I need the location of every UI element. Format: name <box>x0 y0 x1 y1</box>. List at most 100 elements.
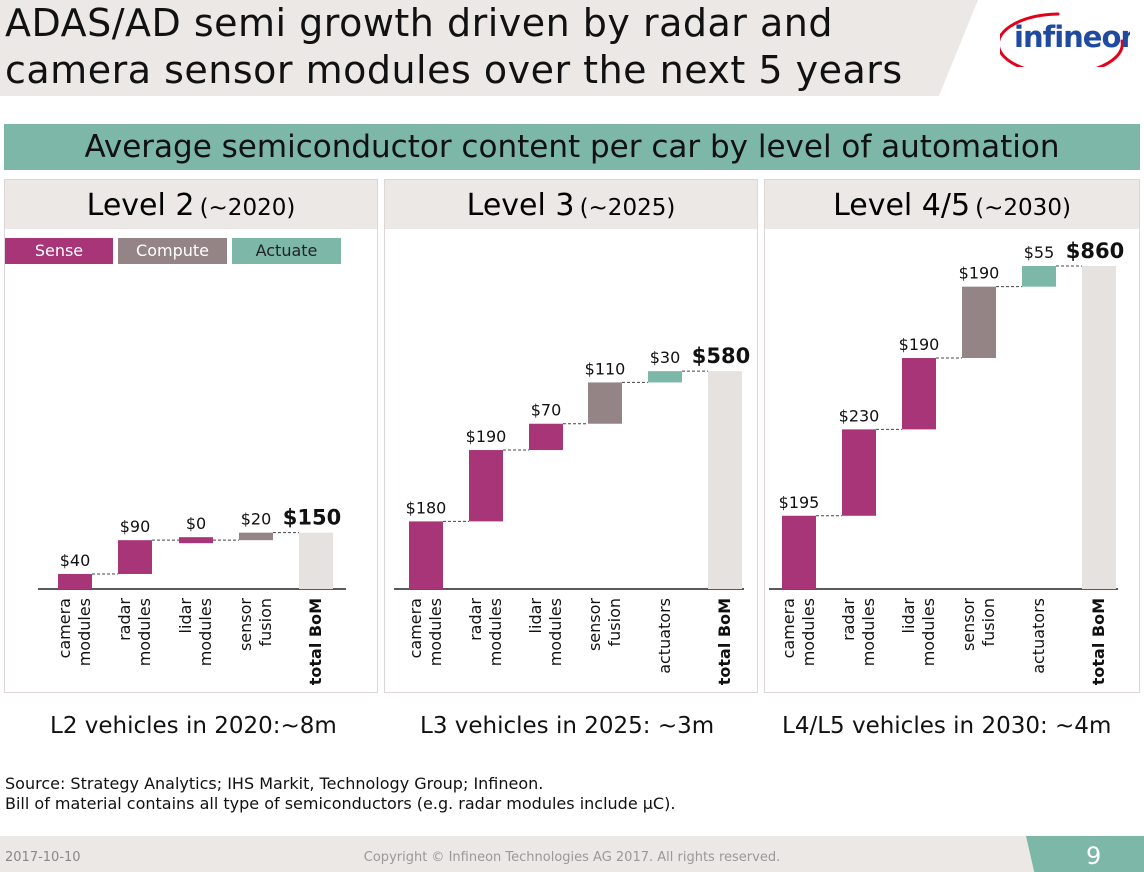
footer-accent <box>1026 836 1144 872</box>
bar-sense-2 <box>118 540 152 574</box>
title-line-2: camera sensor modules over the next 5 ye… <box>5 48 903 92</box>
tick-label: radar <box>839 598 858 641</box>
tick-label: modules <box>546 598 565 666</box>
tick-label: modules <box>486 598 505 666</box>
source-note: Source: Strategy Analytics; IHS Markit, … <box>5 774 675 814</box>
bar-total-6 <box>708 371 742 589</box>
data-label: $190 <box>466 427 507 446</box>
data-label: $0 <box>186 514 206 533</box>
panel-level-label: Level 2 <box>86 188 195 223</box>
tick-label: modules <box>799 598 818 666</box>
footer-date: 2017-10-10 <box>5 850 81 865</box>
tick-label: sensor <box>585 598 604 651</box>
tick-label: sensor <box>959 598 978 651</box>
legend-compute: Compute <box>118 238 227 264</box>
tick-label: lidar <box>526 598 545 634</box>
logo-text: infineon <box>1014 20 1130 54</box>
bar-compute-4 <box>239 532 273 541</box>
footer-bar <box>0 836 1144 872</box>
bar-sense-3 <box>902 358 936 430</box>
source-line-2: Bill of material contains all type of se… <box>5 794 676 813</box>
data-label: $190 <box>899 335 940 354</box>
tick-label: total BoM <box>715 598 734 685</box>
legend-sense: Sense <box>5 238 113 264</box>
tick-label: sensor <box>236 598 255 651</box>
panel-level-4-5: Level 4/5 (~2030) <box>764 179 1140 693</box>
bar-compute-4 <box>962 286 996 359</box>
tick-label: modules <box>859 598 878 666</box>
panel-year-label: (~2025) <box>579 195 676 221</box>
bar-total-5 <box>299 532 333 589</box>
tick-label: fusion <box>979 598 998 646</box>
bar-sense-3 <box>179 537 213 544</box>
panel-level-3: Level 3 (~2025) <box>384 179 758 693</box>
tick-label: modules <box>135 598 154 666</box>
tick-label: modules <box>426 598 445 666</box>
tick-label: fusion <box>256 598 275 646</box>
tick-label: actuators <box>655 598 674 674</box>
slide-title: ADAS/AD semi growth driven by radar and … <box>5 0 965 94</box>
data-label: $30 <box>650 348 681 367</box>
legend-actuate: Actuate <box>232 238 341 264</box>
bar-sense-1 <box>58 573 92 589</box>
tick-label: modules <box>196 598 215 666</box>
tick-label: modules <box>75 598 94 666</box>
tick-label: lidar <box>899 598 918 634</box>
source-line-1: Source: Strategy Analytics; IHS Markit, … <box>5 774 544 793</box>
panel-level-2: Level 2 (~2020) <box>4 179 378 693</box>
data-label: $150 <box>283 506 341 530</box>
panel-level-label: Level 3 <box>466 188 575 223</box>
panel-header: Level 4/5 (~2030) <box>765 180 1139 229</box>
tick-label: lidar <box>176 598 195 634</box>
data-label: $180 <box>406 498 447 517</box>
bar-sense-2 <box>842 429 876 516</box>
data-label: $190 <box>959 264 1000 283</box>
bar-total-6 <box>1082 266 1116 589</box>
chart-banner-title: Average semiconductor content per car by… <box>4 124 1140 170</box>
vehicles-note-l2: L2 vehicles in 2020:~8m <box>50 713 337 739</box>
data-label: $230 <box>839 406 880 425</box>
footer-copyright: Copyright © Infineon Technologies AG 201… <box>363 850 781 865</box>
panel-level-label: Level 4/5 <box>833 188 971 223</box>
infineon-logo: infineon <box>1000 12 1130 67</box>
vehicles-note-l3: L3 vehicles in 2025: ~3m <box>420 713 715 739</box>
tick-label: camera <box>779 598 798 658</box>
bar-sense-2 <box>469 450 503 522</box>
data-label: $90 <box>120 517 151 536</box>
vehicles-note-l4-5: L4/L5 vehicles in 2030: ~4m <box>782 713 1112 739</box>
tick-label: fusion <box>605 598 624 646</box>
title-background <box>0 0 978 96</box>
bar-sense-1 <box>782 515 816 589</box>
bar-compute-4 <box>588 382 622 424</box>
panel-header: Level 3 (~2025) <box>385 180 757 229</box>
data-label: $55 <box>1024 243 1055 262</box>
bar-actuate-5 <box>1022 266 1056 287</box>
data-label: $110 <box>585 359 626 378</box>
data-label: $70 <box>531 401 562 420</box>
tick-label: camera <box>55 598 74 658</box>
tick-label: actuators <box>1029 598 1048 674</box>
panel-year-label: (~2030) <box>975 195 1071 221</box>
tick-label: camera <box>406 598 425 658</box>
data-label: $40 <box>60 551 91 570</box>
title-line-1: ADAS/AD semi growth driven by radar and <box>5 1 834 45</box>
tick-label: radar <box>466 598 485 641</box>
bar-sense-3 <box>529 423 563 451</box>
tick-label: radar <box>115 598 134 641</box>
bar-sense-1 <box>409 521 443 589</box>
tick-label: total BoM <box>1089 598 1108 685</box>
data-label: $580 <box>692 344 750 368</box>
tick-label: total BoM <box>306 598 325 685</box>
panel-header: Level 2 (~2020) <box>5 180 377 229</box>
page-number: 9 <box>1086 842 1102 870</box>
panel-year-label: (~2020) <box>199 195 296 221</box>
bar-actuate-5 <box>648 371 682 383</box>
data-label: $195 <box>779 493 820 512</box>
data-label: $860 <box>1066 239 1124 263</box>
data-label: $20 <box>241 510 272 529</box>
tick-label: modules <box>919 598 938 666</box>
